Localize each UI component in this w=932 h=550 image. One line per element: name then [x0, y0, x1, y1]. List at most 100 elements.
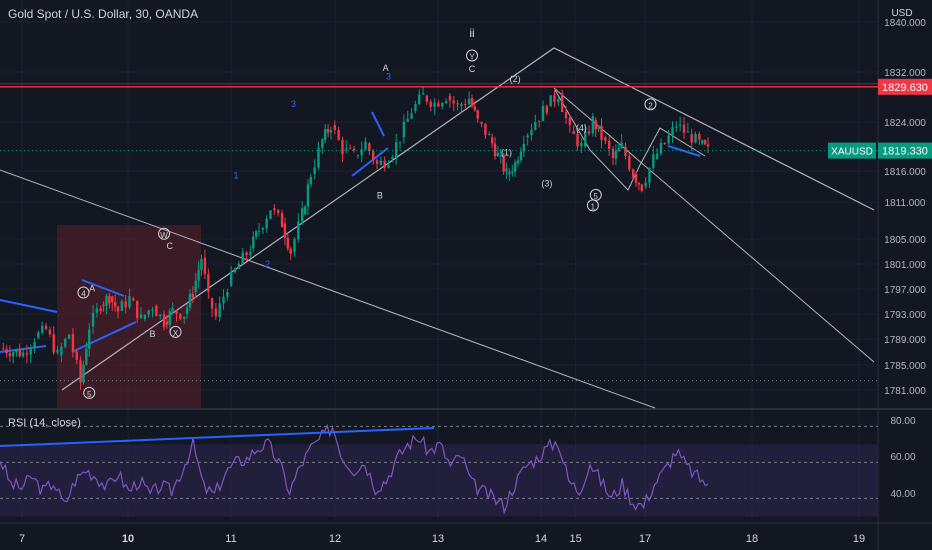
y-tick-5: 1805.000: [884, 235, 926, 246]
candle-body: [194, 280, 197, 293]
candle-body: [519, 151, 523, 161]
candle-body: [337, 129, 340, 140]
y-tick-4: 1811.000: [885, 198, 926, 209]
candle-body: [480, 122, 483, 124]
candle-body: [88, 329, 91, 349]
candle-body: [604, 137, 607, 141]
candle-body: [277, 210, 280, 214]
candle-body: [637, 182, 641, 185]
candle-body: [168, 311, 172, 325]
candle-body: [67, 334, 71, 339]
rsi-tick-60: 60.00: [890, 452, 915, 463]
candle-body: [387, 165, 390, 168]
x-tick-2: 11: [225, 533, 236, 545]
candle-body: [18, 349, 21, 357]
wave-circle-22: [83, 386, 96, 399]
wave-label-8: (3): [541, 179, 552, 189]
candle-body: [383, 160, 386, 168]
candle-body: [203, 257, 207, 275]
candle-body: [297, 221, 300, 240]
candle-body: [516, 160, 520, 164]
candle-body: [655, 153, 659, 159]
candle-body: [200, 258, 203, 270]
candle-body: [151, 309, 154, 311]
candle-body: [398, 141, 402, 143]
candle-body: [210, 298, 214, 309]
currency-label: USD: [891, 8, 912, 19]
candle-body: [568, 117, 572, 126]
candle-body: [8, 353, 12, 357]
y-tick-8: 1793.000: [884, 310, 926, 321]
candle-body: [663, 143, 667, 145]
candle-body: [499, 155, 502, 157]
x-tick-8: 18: [746, 533, 758, 545]
candle-body: [165, 321, 169, 325]
wave-label-2: C: [469, 64, 476, 74]
y-tick-6: 1801.000: [884, 260, 926, 271]
wave-circle-18: [169, 325, 182, 338]
candle-body: [414, 103, 417, 111]
candle-body: [143, 314, 147, 319]
candle-body: [564, 111, 568, 118]
candle-body: [60, 346, 63, 356]
candle-body: [703, 140, 707, 145]
candle-body: [652, 154, 655, 168]
candle-body: [607, 140, 611, 149]
candle-body: [222, 297, 225, 304]
candle-body: [113, 302, 117, 307]
candle-body: [511, 171, 514, 173]
candle-body: [402, 121, 406, 138]
candle-body: [124, 301, 127, 308]
candle-body: [496, 152, 500, 157]
candle-body: [360, 149, 363, 156]
candles: [2, 87, 710, 390]
candle-body: [467, 98, 471, 105]
rsi-tick-40: 40.00: [890, 489, 915, 500]
candle-body: [128, 296, 131, 308]
candle-body: [241, 252, 244, 264]
candle-body: [230, 271, 233, 286]
blue-line-left: [0, 299, 58, 313]
candle-body: [309, 177, 313, 185]
candle-body: [591, 116, 595, 134]
candle-body: [421, 93, 425, 95]
candle-body: [252, 236, 255, 249]
candle-body: [41, 325, 44, 333]
candle-body: [456, 103, 459, 105]
blue-wedge-top: [371, 111, 385, 137]
candle-body: [233, 268, 237, 272]
wave-label-12: 3: [291, 99, 296, 109]
candle-body: [541, 106, 545, 121]
candle-body: [108, 295, 111, 304]
candle-body: [237, 263, 241, 269]
candle-body: [572, 131, 575, 135]
candle-body: [476, 110, 479, 119]
candle-body: [634, 174, 638, 183]
candle-body: [207, 274, 210, 292]
symbol-label: XAUUSD: [831, 147, 873, 158]
candle-body: [587, 131, 591, 134]
candle-body: [545, 106, 549, 114]
candle-body: [659, 143, 663, 154]
x-tick-7: 17: [639, 533, 651, 545]
candle-body: [624, 146, 627, 157]
candle-body: [71, 334, 75, 352]
candle-body: [368, 143, 371, 152]
candle-body: [560, 93, 564, 112]
candle-body: [526, 135, 529, 138]
candle-body: [464, 104, 467, 106]
candle-body: [444, 101, 448, 104]
rsi-tick-80: 80.00: [890, 416, 915, 427]
candle-body: [371, 151, 375, 161]
candle-body: [644, 182, 647, 187]
candle-body: [678, 124, 682, 126]
candle-body: [52, 334, 55, 353]
candle-body: [701, 140, 704, 144]
candle-body: [690, 134, 693, 143]
candle-body: [448, 95, 452, 101]
candle-body: [116, 306, 120, 312]
wave-circle-1: [466, 49, 478, 62]
candle-body: [82, 364, 85, 383]
candle-body: [576, 134, 579, 147]
